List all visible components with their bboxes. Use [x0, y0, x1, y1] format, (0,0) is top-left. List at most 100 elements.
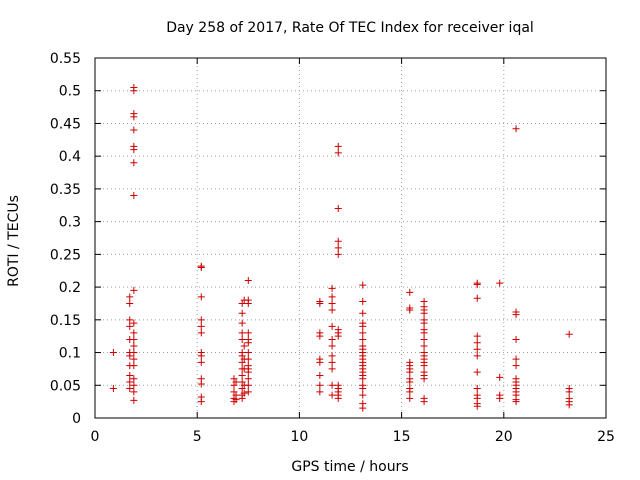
data-point: [130, 146, 138, 154]
y-tick-label: 0.1: [59, 346, 81, 362]
data-point: [232, 378, 240, 386]
data-point: [316, 371, 324, 379]
data-point: [359, 281, 367, 289]
x-axis-label: GPS time / hours: [291, 459, 408, 475]
data-point: [109, 385, 117, 393]
data-point: [334, 142, 342, 150]
data-point: [109, 349, 117, 357]
data-point: [328, 335, 336, 343]
data-point: [420, 335, 428, 343]
y-tick-label: 0.15: [50, 313, 81, 329]
data-point: [334, 149, 342, 157]
data-point: [359, 335, 367, 343]
data-point: [130, 335, 138, 343]
data-point: [406, 306, 414, 314]
data-point: [244, 388, 252, 396]
data-point: [197, 322, 205, 330]
data-point: [244, 329, 252, 337]
y-tick-label: 0.3: [59, 215, 81, 231]
data-point: [197, 358, 205, 366]
data-point: [126, 378, 134, 386]
data-point: [359, 391, 367, 399]
data-point: [473, 368, 481, 376]
data-point: [244, 299, 252, 307]
data-point: [197, 352, 205, 360]
data-point: [496, 279, 504, 287]
data-point: [473, 352, 481, 360]
data-point: [328, 299, 336, 307]
data-point: [359, 322, 367, 330]
data-point: [130, 355, 138, 363]
data-point: [130, 87, 138, 95]
x-tick-label: 25: [597, 429, 615, 445]
data-point: [316, 332, 324, 340]
data-point: [328, 342, 336, 350]
data-point: [473, 402, 481, 410]
data-point: [316, 299, 324, 307]
y-tick-label: 0.25: [50, 247, 81, 263]
data-point: [130, 126, 138, 134]
data-point: [238, 394, 246, 402]
data-point: [130, 159, 138, 167]
data-point: [496, 373, 504, 381]
data-point: [512, 311, 520, 319]
data-point: [359, 375, 367, 383]
data-point: [328, 352, 336, 360]
data-point: [130, 381, 138, 389]
data-point: [473, 332, 481, 340]
data-point: [238, 329, 246, 337]
data-point: [406, 368, 414, 376]
x-tick-label: 0: [91, 429, 100, 445]
data-point: [420, 342, 428, 350]
data-point: [328, 358, 336, 366]
y-tick-label: 0.05: [50, 378, 81, 394]
data-point: [130, 286, 138, 294]
y-tick-label: 0.55: [50, 51, 81, 67]
data-point: [240, 342, 248, 350]
data-point: [130, 388, 138, 396]
data-point: [328, 365, 336, 373]
data-point: [334, 244, 342, 252]
axis-ticks: [94, 57, 607, 419]
data-point: [130, 342, 138, 350]
data-point: [406, 388, 414, 396]
data-point: [244, 349, 252, 357]
data-point: [126, 322, 134, 330]
x-tick-label: 10: [290, 429, 308, 445]
data-point: [512, 362, 520, 370]
data-point: [130, 349, 138, 357]
y-tick-label: 0.4: [59, 149, 81, 165]
data-point: [126, 299, 134, 307]
x-tick-label: 15: [393, 429, 411, 445]
data-point: [328, 322, 336, 330]
data-point: [420, 319, 428, 327]
data-point: [244, 277, 252, 285]
data-point: [334, 205, 342, 213]
data-point: [126, 371, 134, 379]
data-point: [238, 309, 246, 317]
x-tick-label: 20: [495, 429, 513, 445]
data-point: [244, 368, 252, 376]
data-point: [238, 371, 246, 379]
data-point: [420, 329, 428, 337]
data-point: [420, 309, 428, 317]
y-axis-label: ROTI / TECUs: [6, 195, 22, 287]
data-point: [334, 394, 342, 402]
data-point: [244, 375, 252, 383]
data-point: [359, 297, 367, 305]
data-point: [130, 362, 138, 370]
data-point: [334, 332, 342, 340]
data-point: [565, 401, 573, 409]
data-point: [238, 319, 246, 327]
data-point: [359, 309, 367, 317]
data-point: [565, 388, 573, 396]
data-point: [197, 316, 205, 324]
data-point: [316, 388, 324, 396]
grid-lines: [95, 58, 606, 418]
x-tick-label: 5: [193, 429, 202, 445]
data-point: [328, 381, 336, 389]
data-point: [232, 396, 240, 404]
data-point: [359, 404, 367, 412]
data-point: [130, 329, 138, 337]
data-point: [328, 284, 336, 292]
